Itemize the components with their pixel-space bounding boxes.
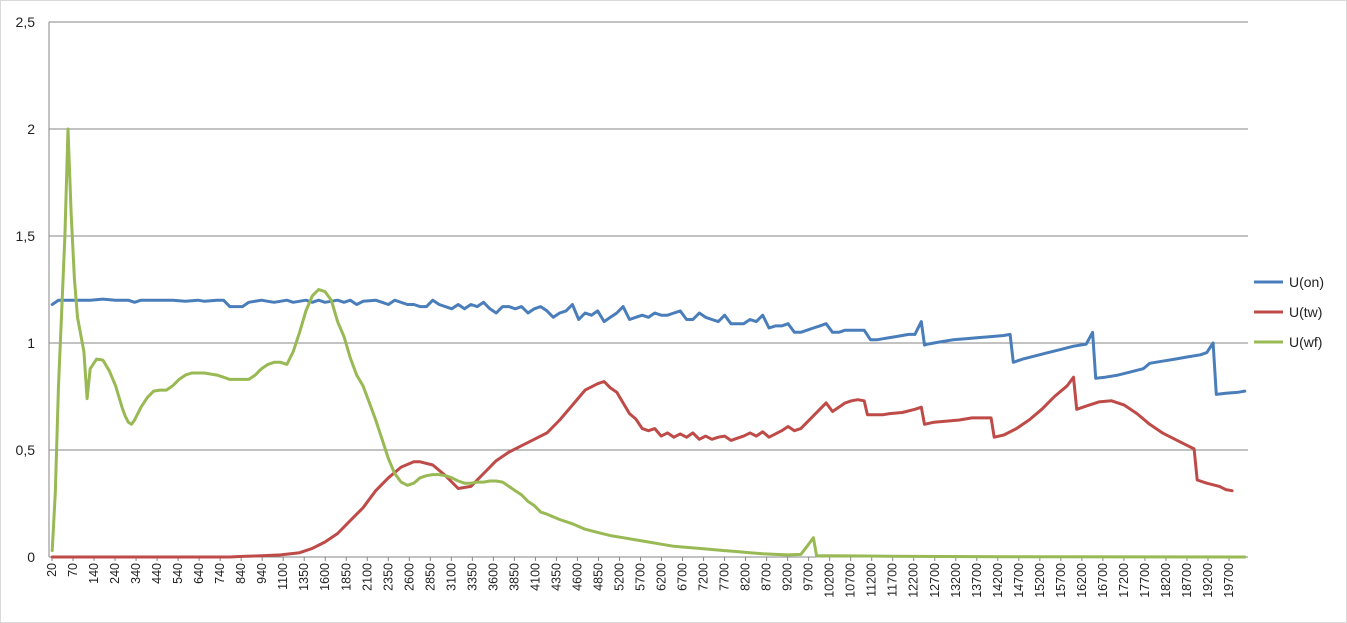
x-tick-label: 17200 (1117, 563, 1131, 598)
x-tick-label: 540 (171, 563, 185, 584)
series-line-utw (50, 375, 1234, 559)
x-tick-label: 4100 (528, 563, 542, 591)
x-tick-label: 11200 (865, 563, 879, 597)
x-tick-label: 15200 (1033, 563, 1047, 598)
x-tick-label: 10200 (823, 563, 837, 598)
y-axis-ticks: 0 0,5 1 1,5 2 2,5 (16, 14, 36, 565)
x-tick-label: 12700 (928, 563, 942, 598)
y-tick-label: 2 (27, 121, 35, 137)
x-tick-label: 1850 (339, 563, 353, 591)
x-tick-label: 9200 (781, 563, 795, 591)
x-tick-label: 240 (108, 563, 122, 584)
x-tick-label: 11700 (886, 563, 900, 597)
legend-label: U(tw) (1289, 304, 1322, 320)
x-tick-label: 2350 (381, 563, 395, 591)
legend-label: U(on) (1289, 274, 1324, 290)
series-group (50, 127, 1247, 559)
x-tick-label: 13200 (949, 563, 963, 598)
x-tick-label: 14700 (1012, 563, 1026, 598)
x-tick-label: 2100 (360, 563, 374, 591)
x-tick-label: 4350 (549, 563, 563, 591)
y-tick-label: 1,5 (16, 228, 36, 244)
x-tick-label: 3100 (444, 563, 458, 591)
x-tick-label: 640 (192, 563, 206, 584)
gridlines (48, 21, 1248, 558)
x-tick-label: 1100 (276, 563, 290, 590)
x-axis-ticks: 20 70 140 240 340 440 540 640 740 840 940 1100 1350 1… (45, 557, 1236, 598)
x-tick-label: 7200 (697, 563, 711, 591)
x-tick-label: 8200 (739, 563, 753, 591)
x-tick-label: 3600 (486, 563, 500, 591)
x-tick-label: 9700 (802, 563, 816, 591)
series-line-uwf (50, 127, 1247, 559)
x-tick-label: 1350 (297, 563, 311, 591)
x-tick-label: 440 (150, 563, 164, 584)
x-tick-label: 4600 (570, 563, 584, 591)
x-tick-label: 6200 (655, 563, 669, 591)
x-tick-label: 14200 (991, 563, 1005, 598)
y-tick-label: 0 (27, 549, 35, 565)
x-tick-label: 18200 (1159, 563, 1173, 598)
x-tick-label: 15700 (1054, 563, 1068, 598)
legend-label: U(wf) (1289, 334, 1322, 350)
series-line-uon (50, 297, 1247, 396)
x-tick-label: 16700 (1096, 563, 1110, 598)
x-tick-label: 6700 (676, 563, 690, 591)
x-tick-label: 1600 (318, 563, 332, 591)
x-tick-label: 2850 (423, 563, 437, 591)
x-tick-label: 18700 (1180, 563, 1194, 598)
y-tick-label: 0,5 (16, 442, 36, 458)
x-tick-label: 740 (213, 563, 227, 584)
x-tick-label: 19700 (1222, 563, 1236, 598)
x-tick-label: 3850 (507, 563, 521, 591)
x-tick-label: 140 (87, 563, 101, 584)
y-tick-label: 2,5 (16, 14, 36, 30)
x-tick-label: 13700 (970, 563, 984, 598)
x-tick-label: 4850 (591, 563, 605, 591)
x-tick-label: 19200 (1201, 563, 1215, 598)
x-tick-label: 8700 (760, 563, 774, 591)
x-tick-label: 940 (255, 563, 269, 584)
x-tick-label: 7700 (718, 563, 732, 591)
x-tick-label: 5200 (612, 563, 626, 591)
x-tick-label: 10700 (844, 563, 858, 598)
x-tick-label: 12200 (907, 563, 921, 598)
x-tick-label: 70 (66, 563, 80, 577)
y-tick-label: 1 (27, 335, 35, 351)
x-tick-label: 340 (129, 563, 143, 584)
x-tick-label: 3350 (465, 563, 479, 591)
x-tick-label: 16200 (1075, 563, 1089, 598)
legend: U(on) U(tw) U(wf) (1254, 274, 1324, 350)
x-tick-label: 20 (45, 563, 59, 577)
x-tick-label: 2600 (402, 563, 416, 591)
x-tick-label: 17700 (1138, 563, 1152, 598)
x-tick-label: 5700 (634, 563, 648, 591)
x-tick-label: 840 (234, 563, 248, 584)
